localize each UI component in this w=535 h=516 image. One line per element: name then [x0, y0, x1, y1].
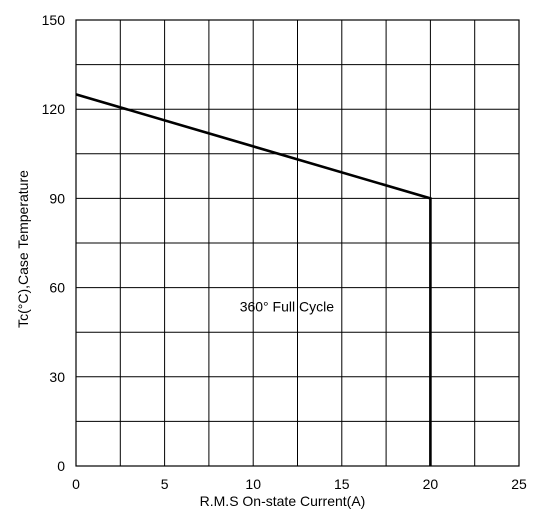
x-tick-label-4: 20 — [423, 476, 439, 492]
y-tick-label-2: 60 — [49, 280, 65, 296]
y-tick-label-5: 150 — [42, 12, 66, 28]
y-tick-labels: 0 30 60 90 120 150 — [42, 12, 66, 474]
x-tick-label-1: 5 — [161, 476, 169, 492]
y-axis-label: Tc(°C),Case Temperature — [15, 170, 31, 328]
y-tick-label-0: 0 — [57, 458, 65, 474]
x-tick-label-0: 0 — [72, 476, 80, 492]
y-tick-label-3: 90 — [49, 190, 65, 206]
x-tick-labels: 0 5 10 15 20 25 — [72, 476, 527, 492]
grid — [76, 20, 519, 466]
x-tick-label-2: 10 — [245, 476, 261, 492]
x-axis-label: R.M.S On-state Current(A) — [200, 493, 366, 509]
x-tick-label-5: 25 — [511, 476, 527, 492]
y-tick-label-1: 30 — [49, 369, 65, 385]
series-layer — [75, 93, 432, 466]
annotations: 360° Full Cycle — [240, 298, 335, 314]
annotation-0: 360° Full Cycle — [240, 298, 335, 314]
y-tick-label-4: 120 — [42, 101, 66, 117]
plot-frame — [75, 19, 520, 467]
series-line-0 — [75, 93, 432, 466]
x-tick-label-3: 15 — [334, 476, 350, 492]
